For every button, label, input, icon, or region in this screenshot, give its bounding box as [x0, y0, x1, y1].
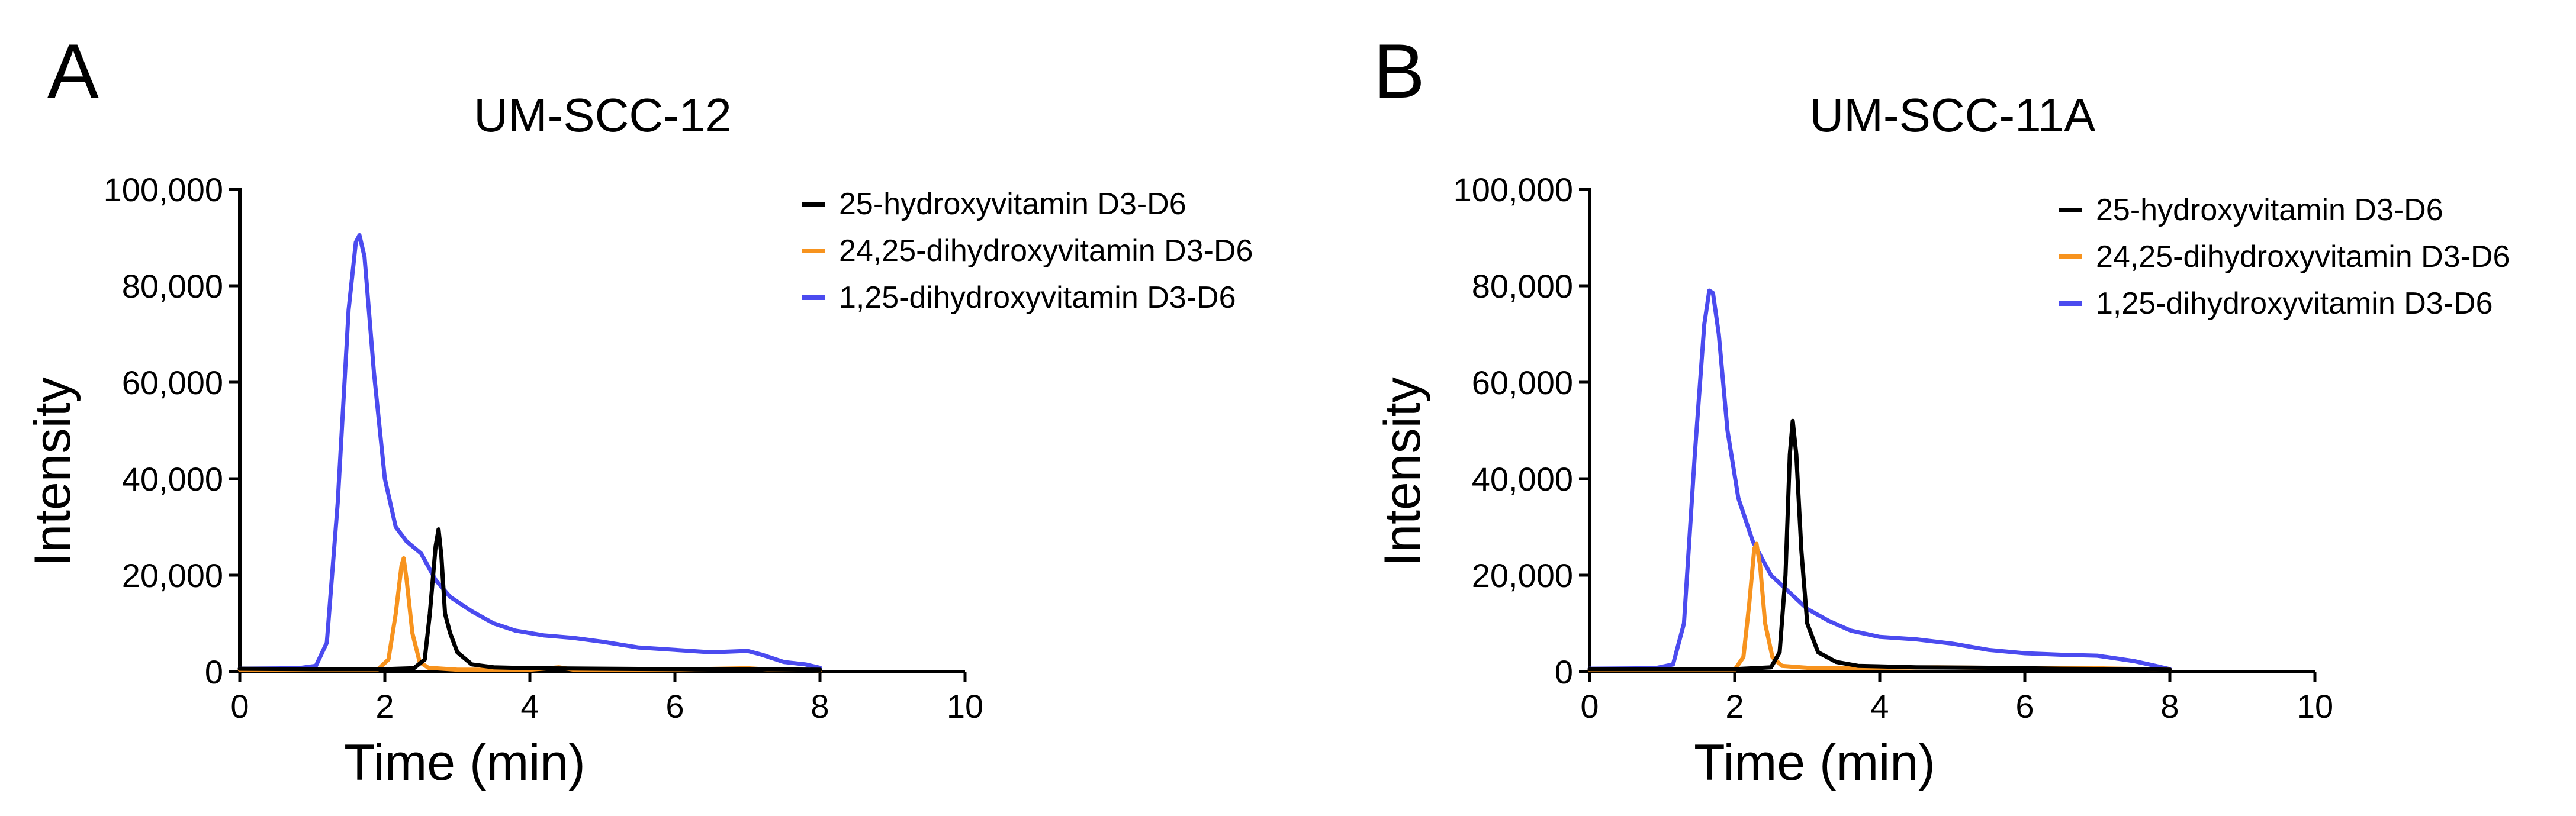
y-tick-label: 20,000	[122, 557, 223, 594]
y-tick-label: 60,000	[1472, 364, 1573, 401]
legend-entry-label: 25-hydroxyvitamin D3-D6	[2096, 193, 2443, 227]
y-tick-label: 80,000	[122, 267, 223, 305]
legend-entry-label: 24,25-dihydroxyvitamin D3-D6	[2096, 240, 2510, 274]
legend-entry-label: 25-hydroxyvitamin D3-D6	[839, 187, 1186, 221]
x-tick-label: 8	[811, 688, 829, 725]
x-tick-label: 10	[2297, 688, 2333, 725]
x-tick-label: 10	[947, 688, 983, 725]
legend: 25-hydroxyvitamin D3-D6 24,25-dihydroxyvi…	[2059, 193, 2510, 321]
y-tick-label: 100,000	[104, 171, 223, 208]
x-tick-label: 0	[1580, 688, 1599, 725]
y-tick-label: 0	[1555, 653, 1573, 691]
x-tick-label: 2	[1725, 688, 1744, 725]
y-tick-label: 40,000	[122, 460, 223, 498]
chart-panel-a: A UM-SCC-12 0 20,000 40,000 60,000 80,000 100,0…	[24, 28, 1253, 791]
series-line-3	[1587, 288, 2172, 672]
x-axis-label: Time (min)	[1694, 734, 1935, 791]
panel-letter: B	[1374, 28, 1425, 114]
y-axis-label: Intensity	[24, 377, 81, 566]
legend-entry-label: 1,25-dihydroxyvitamin D3-D6	[839, 280, 1236, 315]
x-tick-label: 4	[520, 688, 539, 725]
x-tick-label: 0	[230, 688, 249, 725]
x-tick-label: 4	[1870, 688, 1889, 725]
legend: 25-hydroxyvitamin D3-D6 24,25-dihydroxyvi…	[802, 187, 1253, 315]
y-tick-label: 80,000	[1472, 267, 1573, 305]
legend-entry-label: 24,25-dihydroxyvitamin D3-D6	[839, 234, 1253, 268]
x-tick-label: 2	[375, 688, 394, 725]
series-line-1	[237, 527, 822, 672]
chart-panel-b: B UM-SCC-11A 0 20,000 40,000 60,000 80,000 100,…	[1374, 28, 2510, 791]
y-axis-label: Intensity	[1374, 377, 1431, 566]
y-tick-label: 100,000	[1453, 171, 1573, 208]
y-tick-label: 60,000	[122, 364, 223, 401]
chart-title: UM-SCC-12	[474, 89, 732, 141]
y-tick-label: 0	[205, 653, 223, 691]
chart-title: UM-SCC-11A	[1809, 89, 2096, 141]
x-axis-label: Time (min)	[344, 734, 586, 791]
series-line-1	[1587, 418, 2172, 672]
x-tick-label: 8	[2160, 688, 2179, 725]
series-line-3	[237, 233, 822, 671]
x-tick-label: 6	[2015, 688, 2034, 725]
legend-entry-label: 1,25-dihydroxyvitamin D3-D6	[2096, 286, 2493, 321]
x-tick-label: 6	[665, 688, 684, 725]
panel-letter: A	[47, 28, 99, 114]
y-tick-label: 20,000	[1472, 557, 1573, 594]
y-tick-label: 40,000	[1472, 460, 1573, 498]
